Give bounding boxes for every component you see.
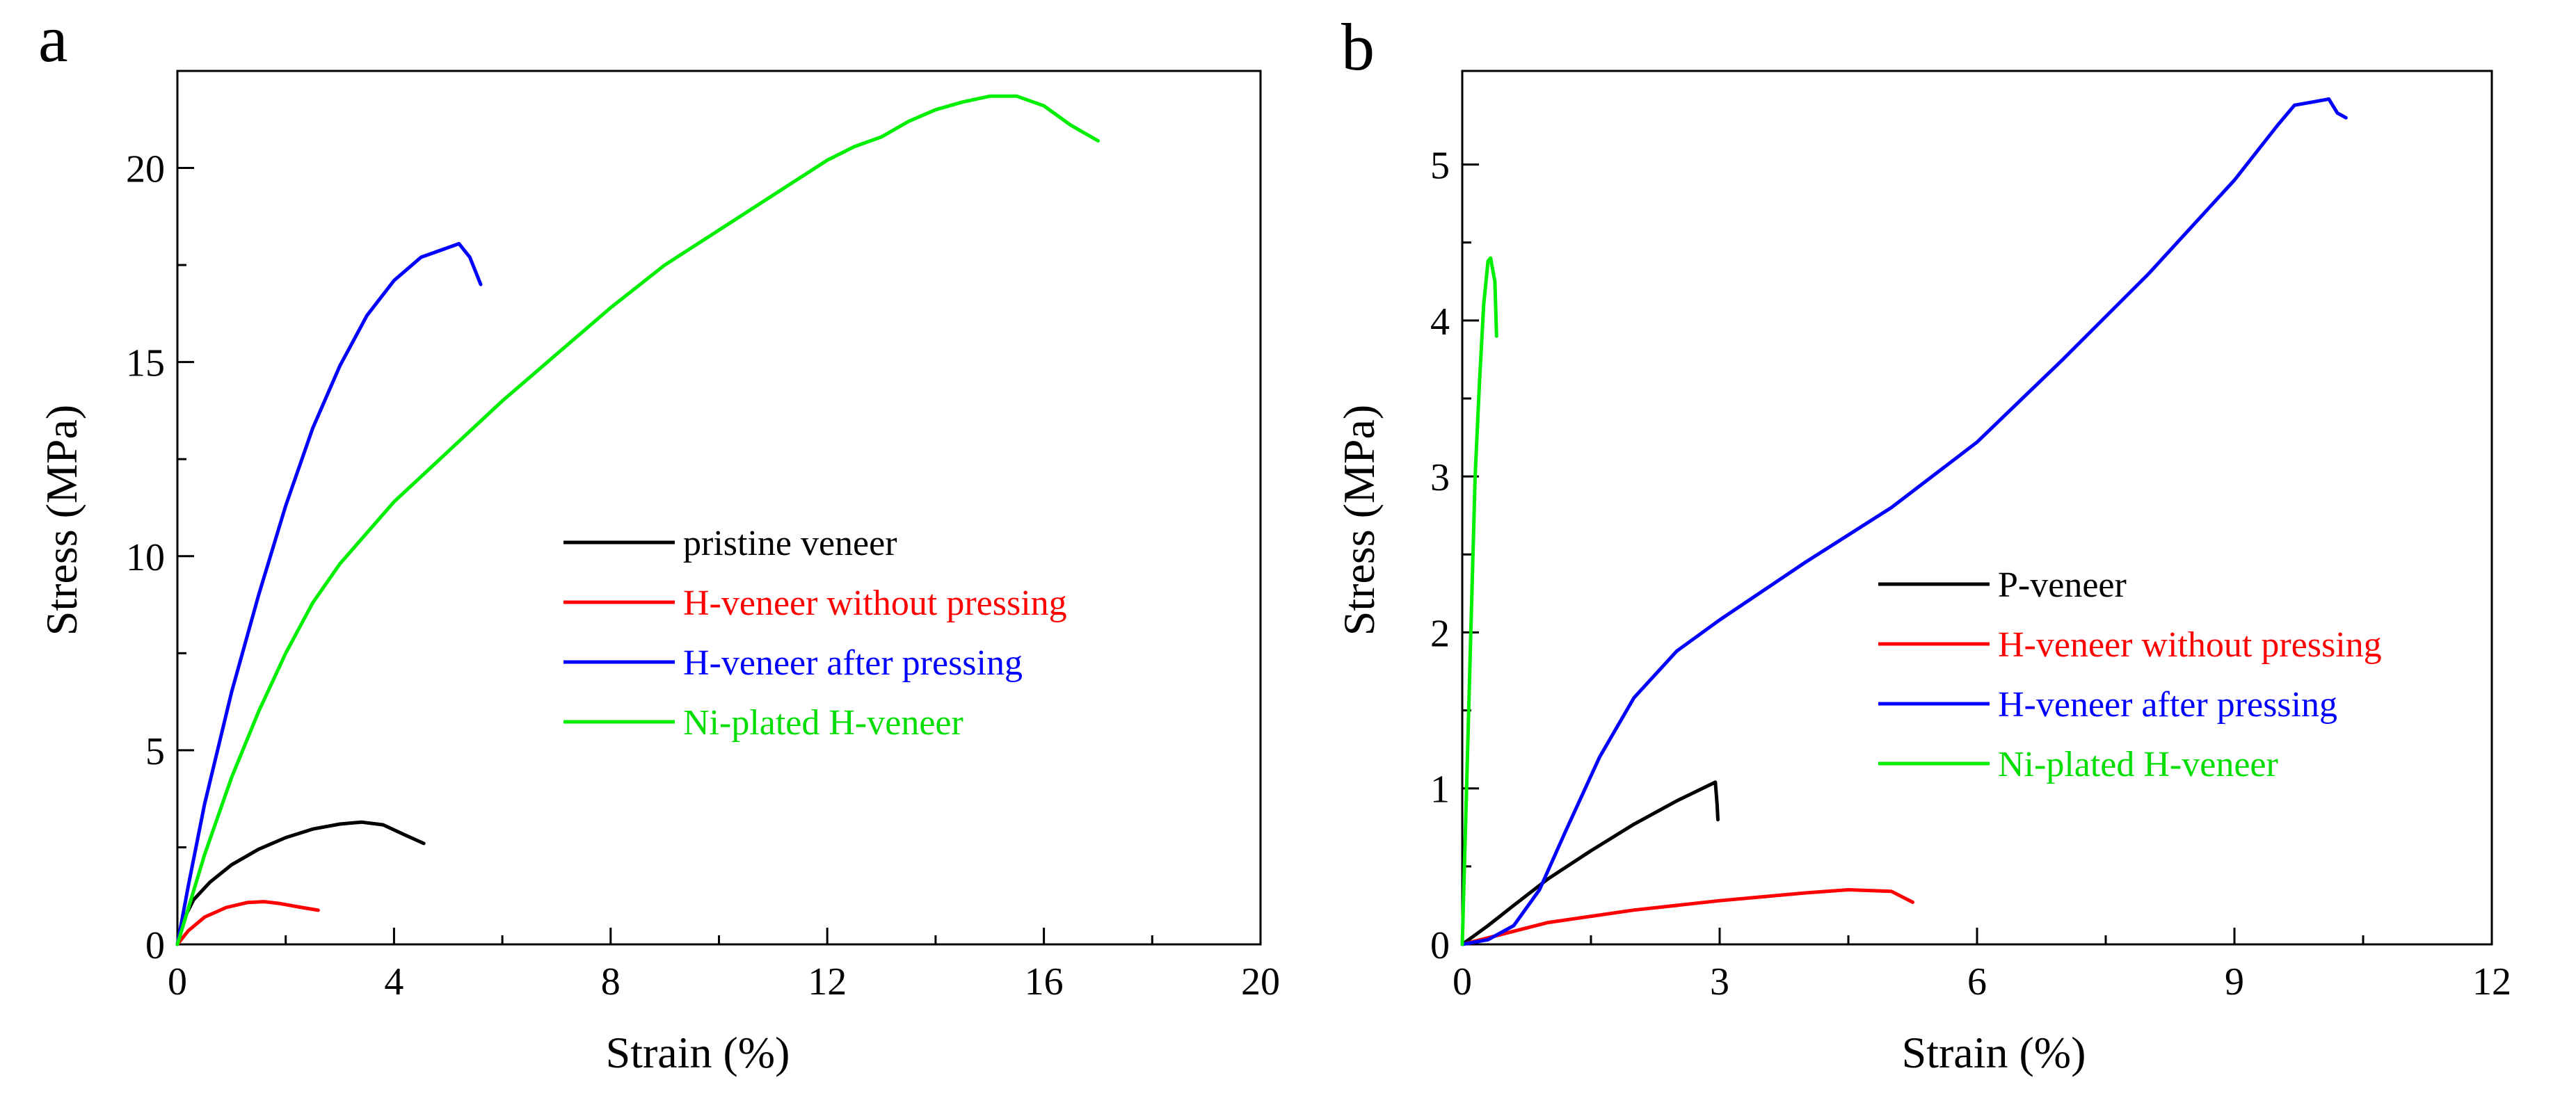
panel-a-x-tick-label: 12 — [808, 960, 847, 1003]
panel-a-series-line-3 — [175, 241, 483, 946]
panel-a-legend-label-4: Ni-plated H-veneer — [683, 703, 963, 743]
panel-a-legend-label-2: H-veneer without pressing — [683, 583, 1067, 623]
panel-b-series-line-1 — [1460, 780, 1720, 946]
panel-b-legend-label-3: H-veneer after pressing — [1998, 685, 2337, 725]
panel-a-y-tick-label: 0 — [145, 924, 165, 967]
panel-a-y-tick-label: 15 — [126, 342, 165, 385]
panel-a-legend-label-3: H-veneer after pressing — [683, 643, 1023, 683]
panel-b-x-tick-label: 0 — [1453, 960, 1472, 1003]
panel-b-legend-label-2: H-veneer without pressing — [1998, 625, 2382, 665]
panel-b-plot-frame — [1461, 70, 2493, 946]
panel-b-x-tick-label: 3 — [1710, 960, 1729, 1003]
panel-b-y-tick-label: 1 — [1430, 768, 1450, 812]
panel-b-y-tick-label: 0 — [1430, 924, 1450, 967]
panel-b-series-line-4 — [1460, 256, 1498, 946]
panel-a-plot-frame — [176, 70, 1262, 946]
panel-a-plot-area: 0 4 8 12 16 20 0 5 10 15 20 pristine veneer H-veneer… — [126, 70, 1280, 1003]
panel-a-x-tick-label: 0 — [168, 960, 187, 1003]
panel-b-legend-label-4: Ni-plated H-veneer — [1998, 745, 2278, 784]
panel-a-y-tick-label: 5 — [145, 730, 165, 773]
panel-a-xlabel: Strain (%) — [606, 1028, 790, 1077]
panel-a: a 0 4 8 12 16 20 0 5 10 15 20 pristine veneer H-vene… — [37, 1, 1280, 1077]
panel-b-y-tick-label: 4 — [1430, 300, 1450, 344]
panel-b-x-tick-label: 9 — [2225, 960, 2244, 1003]
panel-a-series-line-4 — [175, 94, 1100, 946]
panel-a-series-line-2 — [175, 900, 320, 946]
panel-b-legend-label-1: P-veneer — [1998, 565, 2127, 605]
panel-b-xlabel: Strain (%) — [1902, 1028, 2086, 1077]
panel-a-x-tick-label: 16 — [1025, 960, 1064, 1003]
panel-b-y-tick-label: 3 — [1430, 456, 1450, 499]
panel-b-y-tick-label: 5 — [1430, 145, 1450, 188]
panel-a-x-tick-label: 20 — [1241, 960, 1280, 1003]
panel-a-legend: pristine veneer H-veneer without pressing… — [563, 524, 1067, 743]
panel-a-y-tick-label: 20 — [126, 148, 165, 191]
panel-a-ylabel: Stress (MPa) — [37, 405, 86, 636]
panel-b-ylabel: Stress (MPa) — [1334, 405, 1384, 636]
panel-b-series-line-3 — [1460, 97, 2348, 946]
panel-a-y-tick-label: 10 — [126, 536, 165, 579]
panel-a-series-line-1 — [175, 820, 426, 946]
panel-b-x-tick-label: 12 — [2472, 960, 2511, 1003]
panel-b-y-tick-label: 2 — [1430, 612, 1450, 655]
panel-a-x-tick-label: 8 — [601, 960, 621, 1003]
panel-b-x-tick-label: 6 — [1967, 960, 1987, 1003]
panel-a-x-tick-label: 4 — [384, 960, 403, 1003]
panel-a-legend-label-1: pristine veneer — [683, 524, 897, 563]
panel-b-series-line-2 — [1460, 888, 1914, 946]
panel-a-letter: a — [38, 1, 68, 76]
panel-b-letter: b — [1341, 10, 1375, 84]
panel-b-legend: P-veneer H-veneer without pressing H-venee… — [1878, 565, 2382, 784]
